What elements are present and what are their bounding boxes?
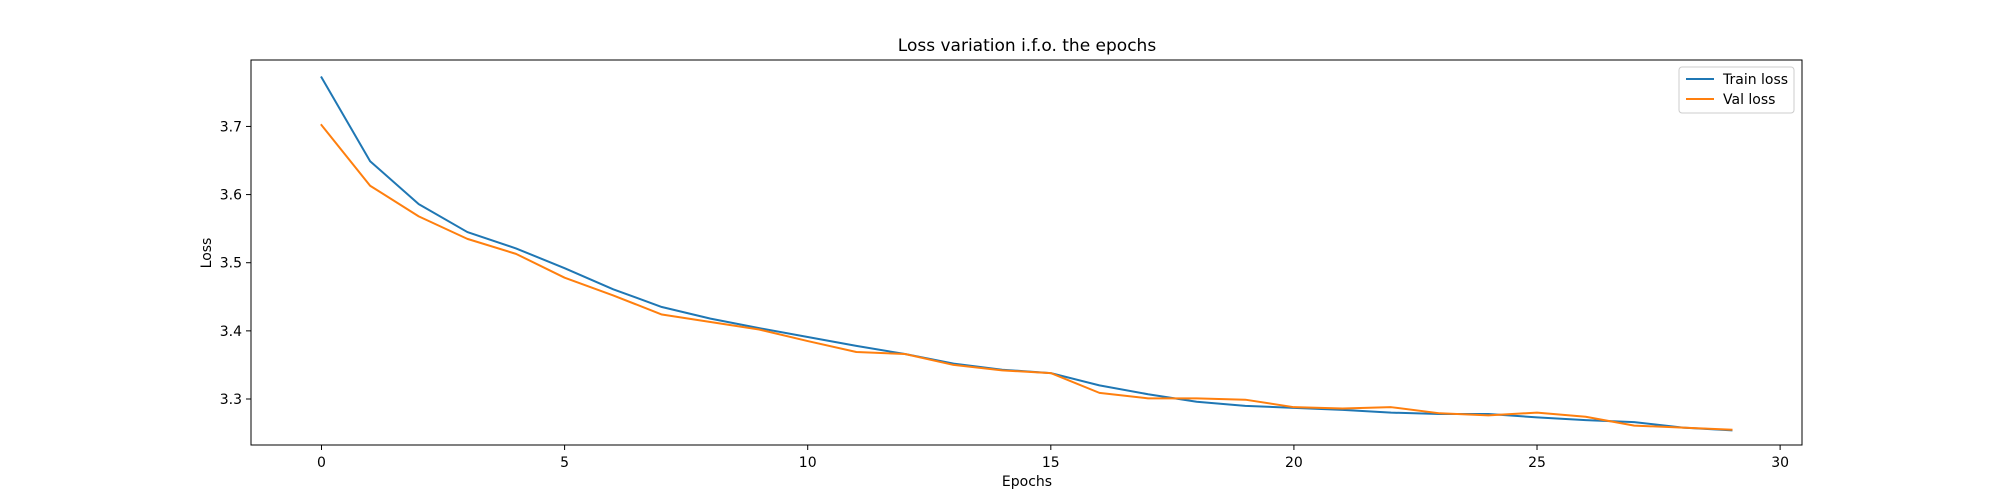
x-axis-title: Epochs — [1002, 474, 1052, 490]
x-tick-label: 0 — [317, 455, 326, 471]
legend-val-label: Val loss — [1723, 92, 1775, 108]
y-axis-title: Loss — [199, 238, 215, 269]
val-loss-line — [320, 123, 1733, 431]
y-tick-label: 3.4 — [220, 324, 242, 340]
y-axis-ticks: 3.3 3.4 3.5 3.6 3.7 — [220, 119, 251, 408]
x-tick-label: 20 — [1285, 455, 1303, 471]
x-tick-label: 30 — [1771, 455, 1789, 471]
chart-title: Loss variation i.f.o. the epochs — [898, 36, 1157, 56]
y-tick-label: 3.7 — [220, 119, 242, 135]
series-layer — [320, 76, 1733, 432]
x-tick-label: 25 — [1528, 455, 1546, 471]
y-tick-label: 3.6 — [220, 188, 242, 204]
y-tick-label: 3.5 — [220, 256, 242, 272]
x-axis-ticks: 0 5 10 15 20 25 30 — [317, 445, 1789, 471]
x-tick-label: 15 — [1042, 455, 1060, 471]
legend: Train loss Val loss — [1678, 66, 1795, 114]
legend-train-label: Train loss — [1722, 72, 1788, 88]
plot-frame — [250, 59, 1803, 446]
x-tick-label: 10 — [799, 455, 817, 471]
y-tick-label: 3.3 — [220, 392, 242, 408]
x-tick-label: 5 — [560, 455, 569, 471]
